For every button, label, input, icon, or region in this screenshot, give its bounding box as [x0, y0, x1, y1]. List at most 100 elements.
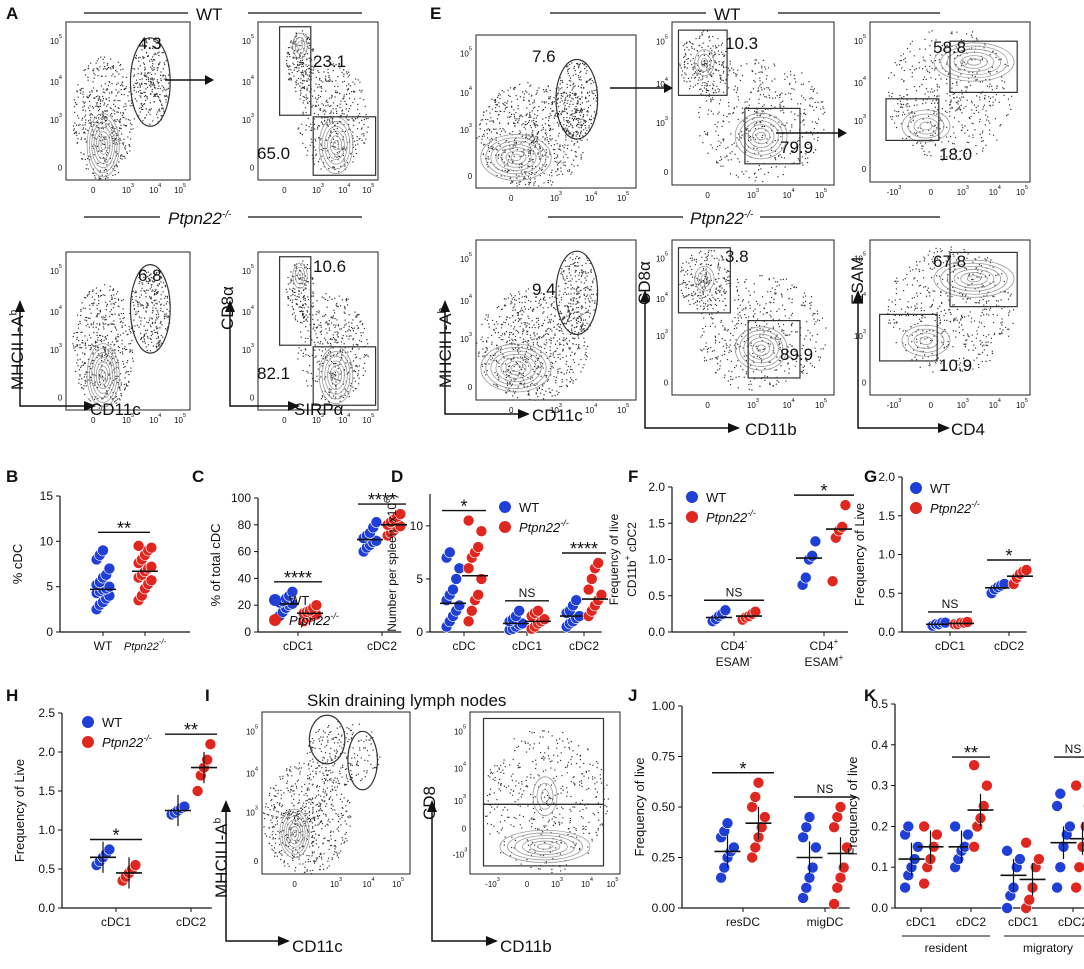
- a-axis-arrow1-head-y: [15, 300, 25, 312]
- chart-f: 0.0 0.5 1.0 1.5 2.0 Frequency of live CD11b+ c…: [607, 480, 854, 669]
- a-wt-gate1-value: 4.3: [138, 34, 162, 53]
- a-axis-arrow1: [19, 310, 86, 407]
- e-ko-esam-plot-ytick: 105: [854, 252, 866, 264]
- chart-F-ytick-label: 1.5: [648, 516, 665, 530]
- a-ko-cd8-plot-xtick: 104: [338, 413, 350, 425]
- i-axis-arrow1-head-y: [221, 800, 231, 812]
- chart-D-point: [475, 525, 488, 537]
- e-wt-esam-plot-xtick: -103: [887, 185, 902, 197]
- chart-G-ytick-label: 1.0: [878, 548, 895, 562]
- i-cd8-plot-contour: [536, 782, 554, 810]
- e-wt-mhc-plot-contour: [480, 134, 552, 181]
- chart-C-ytick-label: 60: [238, 545, 252, 559]
- a-ko-cd8-plot-contour: [332, 370, 340, 381]
- e-ko-esam-plot-contour: [913, 332, 939, 349]
- i-mhc-plot-xtick: 0: [292, 880, 297, 889]
- e-ko-mhc-plot-ytick: 104: [460, 294, 472, 306]
- a-wt-cd8-plot: 0 103 104 105 0 103 104 105: [242, 21, 379, 195]
- chart-C-legend-marker: [269, 594, 281, 606]
- e-ko-cd8-plot-xtick: 105: [815, 398, 827, 410]
- chart-J-xlabel: resDC: [726, 915, 760, 929]
- a-ko-mhc-plot-xtick: 0: [91, 416, 96, 425]
- chart-K-ytick-label: 0.5: [871, 697, 888, 711]
- e-wt-cd8-plot-contour: [694, 49, 715, 77]
- e-ko-cd8-plot-xtick: 0: [705, 401, 710, 410]
- chart-G-ytick-label: 2.0: [878, 470, 895, 484]
- e-wt-esam-plot-contour: [960, 55, 988, 69]
- a-axis-arrow2-head-x: [288, 401, 300, 411]
- chart-J-point: [749, 791, 762, 803]
- e-wt-cd8-plot-ytick: 105: [656, 35, 668, 47]
- chart-J-ytick-label: 1.00: [652, 699, 676, 713]
- chart-K-point: [949, 820, 961, 833]
- e-wt-gate5-value: 18.0: [939, 145, 973, 164]
- i-mhc-plot-contour: [287, 822, 302, 845]
- chart-H-xlabel: cDC1: [101, 915, 131, 929]
- chart-D-point: [462, 562, 475, 575]
- a-wt-mhc-plot-xtick: 0: [91, 186, 96, 195]
- e-ko-cd8-plot: 0 103 104 105 0 103 104 105: [656, 239, 835, 410]
- e-wt-cd8-plot-contour: [747, 124, 775, 148]
- i-mhc-plot-gate: [308, 714, 346, 765]
- a-wt-mhc-plot-gate: [129, 37, 171, 127]
- a-wt-mhc-plot-contour: [100, 140, 106, 151]
- e-wt-esam-plot-gate: [885, 98, 940, 142]
- i-cd8-plot-contour: [540, 789, 550, 804]
- chart-H-ytick-label: 0.0: [38, 901, 55, 915]
- a-ko-cd8-plot: 0 103 104 105 0 103 104 105: [242, 251, 379, 425]
- chart-K-point: [1020, 836, 1032, 849]
- chart-K-point: [902, 820, 915, 833]
- a-wt-cd8-plot-frame: [257, 21, 379, 181]
- chart-J-point: [837, 861, 850, 874]
- e-wt-cd8-plot-xtick: 105: [815, 188, 827, 200]
- i-cd8-plot-frame: [469, 711, 621, 875]
- chart-K-point: [1033, 853, 1045, 865]
- e-wt-esam-plot-contour: [907, 113, 945, 139]
- e-ko-esam-plot-contour: [946, 265, 1002, 292]
- e-wt-cd8-plot-contour: [752, 128, 771, 145]
- e-wt-esam-plot-gate: [949, 40, 1018, 94]
- chart-J-point: [746, 801, 758, 813]
- chart-D-legend-label: Ptpn22-/-: [519, 518, 569, 535]
- e-wt-esam-plot-contour: [953, 52, 995, 73]
- chart-F-ytick-label: 1.0: [648, 553, 665, 567]
- chart-J-point: [834, 801, 847, 813]
- e-gate-arrow2-head: [838, 128, 847, 138]
- panel-label-a: A: [6, 4, 19, 23]
- e-ko-esam-plot-contour: [919, 336, 933, 346]
- chart-D-sig-label: NS: [519, 586, 536, 600]
- e-ko-esam-plot-gate: [949, 251, 1018, 308]
- chart-J-ytick-label: 0.25: [652, 851, 676, 865]
- e-ko-cd8-plot-contour: [743, 333, 779, 364]
- chart-C-xlabel: cDC1: [283, 639, 313, 653]
- chart-J-ytick-label: 0.00: [652, 901, 676, 915]
- a-ko-cd8-plot-gate: [312, 346, 377, 406]
- chart-K-point: [1051, 881, 1063, 894]
- chart-K-point: [1073, 861, 1084, 873]
- e-wt-cd8-plot-xtick: 104: [783, 188, 795, 200]
- chart-H-legend-label: WT: [102, 715, 122, 730]
- e-wt-title: WT: [714, 5, 741, 24]
- a-wt-cd8-plot-ytick: 105: [242, 34, 254, 46]
- e-wt-mhc-plot-ytick: 105: [460, 46, 472, 58]
- chart-D-point: [595, 589, 608, 601]
- chart-B-xlabel: Ptpn22-/-: [124, 637, 167, 653]
- e-ko-title: Ptpn22-/-: [690, 209, 754, 228]
- a-ko-mhc-plot: 0 103 104 105 0 103 104 105: [50, 251, 191, 425]
- chart-g: 0.0 0.5 1.0 1.5 2.0 Frequency of Live cDC1 cDC2…: [852, 470, 1033, 653]
- chart-K-point: [918, 820, 930, 833]
- chart-K-sig-label: NS: [1065, 742, 1082, 756]
- e-xlabel1: CD11c: [532, 406, 583, 425]
- a-ko-mhc-plot-contour: [86, 343, 120, 408]
- panel-label-h: H: [6, 686, 19, 705]
- chart-C-legend-marker: [269, 614, 281, 626]
- chart-K-point: [1001, 902, 1013, 914]
- e-axis-arrow3-head-y: [853, 290, 863, 302]
- chart-F-point: [806, 550, 819, 562]
- chart-C-ytick-label: 80: [238, 518, 252, 532]
- e-wt-cd8-plot-contour: [697, 53, 712, 72]
- e-wt-cd8-plot: 0 103 104 105 0 103 104 105: [656, 21, 835, 200]
- e-ko-mhc-plot-contour: [510, 364, 522, 372]
- panel-label-g: G: [864, 467, 878, 486]
- chart-G-point: [961, 616, 974, 628]
